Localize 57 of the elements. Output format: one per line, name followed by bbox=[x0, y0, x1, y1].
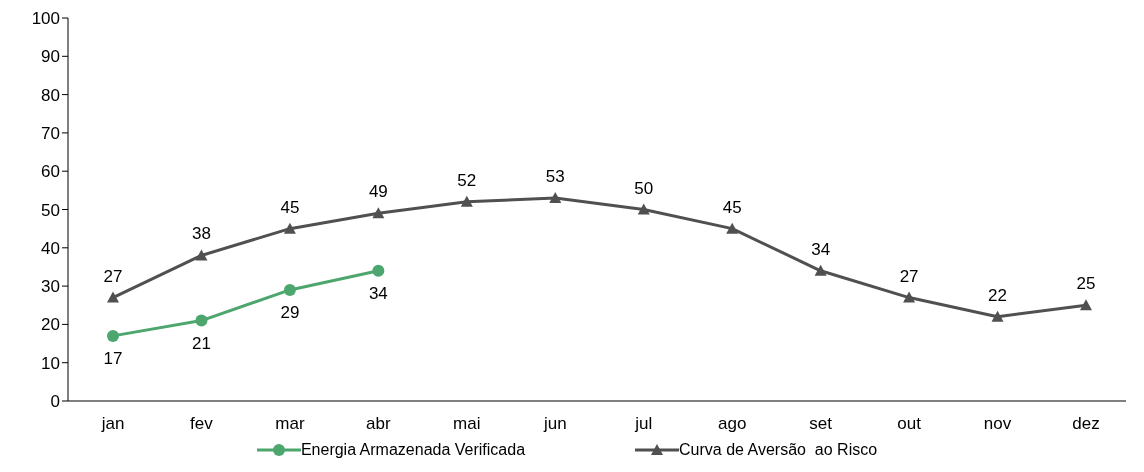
data-label: 34 bbox=[368, 283, 388, 303]
point bbox=[460, 195, 473, 207]
point bbox=[195, 249, 208, 261]
point bbox=[903, 291, 916, 303]
data-label: 50 bbox=[634, 178, 654, 198]
point bbox=[549, 192, 562, 204]
data-label: 34 bbox=[811, 239, 831, 259]
x-tick-label: nov bbox=[983, 414, 1012, 434]
data-label: 52 bbox=[457, 170, 477, 190]
data-label: 53 bbox=[545, 167, 565, 187]
x-tick-label: fev bbox=[190, 414, 214, 434]
point bbox=[991, 310, 1004, 322]
data-label: 27 bbox=[899, 266, 919, 286]
point bbox=[195, 314, 208, 327]
point bbox=[107, 329, 119, 342]
legend-label: Curva de Aversão ao Risco bbox=[678, 441, 878, 459]
y-tick-label: 90 bbox=[41, 47, 60, 67]
data-label: 21 bbox=[191, 333, 211, 353]
y-tick-label: 60 bbox=[41, 162, 60, 182]
y-tick-label: 40 bbox=[41, 238, 60, 258]
point bbox=[283, 283, 296, 296]
y-tick-label: 50 bbox=[41, 200, 60, 220]
point bbox=[814, 264, 827, 276]
x-tick-label: abr bbox=[366, 414, 391, 434]
y-tick-label: 100 bbox=[31, 9, 60, 29]
point bbox=[637, 203, 650, 215]
data-label: 38 bbox=[191, 224, 211, 244]
x-tick-label: jun bbox=[542, 414, 567, 434]
y-tick-label: 80 bbox=[41, 85, 60, 105]
point bbox=[283, 222, 296, 234]
point bbox=[372, 264, 385, 277]
point bbox=[1080, 299, 1092, 311]
x-tick-label: set bbox=[809, 414, 833, 434]
x-tick-label: dez bbox=[1072, 414, 1100, 434]
x-tick-label: out bbox=[897, 414, 922, 434]
x-tick-label: jul bbox=[634, 414, 653, 434]
data-label: 22 bbox=[988, 285, 1008, 305]
data-label: 25 bbox=[1076, 274, 1096, 294]
x-tick-label: mar bbox=[275, 414, 305, 434]
x-tick-label: jan bbox=[100, 414, 125, 434]
legend-label: Energia Armazenada Verificada bbox=[299, 441, 526, 459]
data-label: 29 bbox=[280, 303, 300, 322]
x-tick-label: ago bbox=[717, 414, 747, 434]
y-tick-label: 30 bbox=[41, 277, 60, 297]
point bbox=[726, 222, 739, 234]
point bbox=[107, 291, 119, 303]
data-label: 49 bbox=[368, 182, 388, 202]
y-tick-label: 20 bbox=[41, 315, 60, 335]
data-label: 17 bbox=[103, 348, 123, 368]
point bbox=[372, 207, 385, 219]
x-tick-label: mai bbox=[453, 414, 481, 434]
y-tick-label: 10 bbox=[41, 353, 60, 373]
data-label: 45 bbox=[722, 197, 742, 217]
y-tick-label: 70 bbox=[41, 123, 60, 143]
y-tick-label: 0 bbox=[50, 392, 60, 412]
data-label: 27 bbox=[103, 266, 123, 286]
data-label: 45 bbox=[280, 197, 300, 217]
